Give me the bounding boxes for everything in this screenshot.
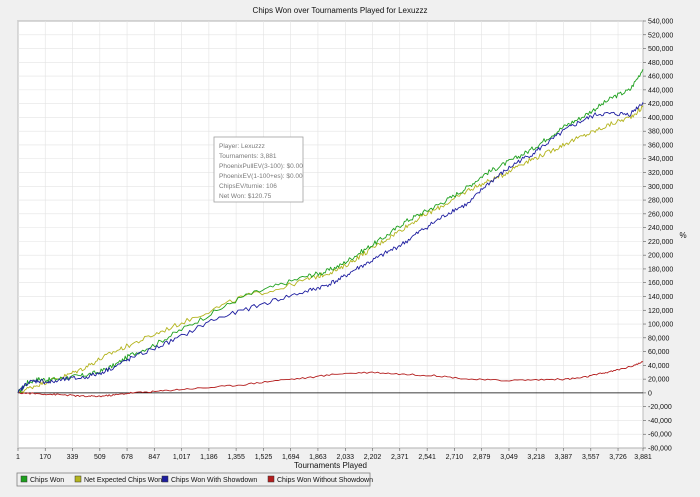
info-phoenixev: PhoenixEV(1-100+es): $0.00 bbox=[219, 173, 303, 180]
info-box-frame bbox=[213, 136, 304, 203]
legend: Chips Won Net Expected Chips Won Chips W… bbox=[16, 472, 373, 487]
x-tick-label: 3,049 bbox=[500, 454, 518, 461]
y-tick-label: 400,000 bbox=[648, 115, 673, 122]
legend-label-chips-won: Chips Won bbox=[30, 477, 64, 484]
y-axis-ticks: -80,000 -60,000 -40,000 -20,000 0 20,000 40,00… bbox=[643, 19, 673, 453]
y-tick-label: -60,000 bbox=[648, 432, 672, 439]
y-tick-label: 220,000 bbox=[648, 239, 673, 246]
y-tick-label: 480,000 bbox=[648, 60, 673, 67]
legend-label-with-showdown: Chips Won With Showdown bbox=[171, 477, 257, 484]
legend-label-without-showdown: Chips Won Without Showdown bbox=[277, 477, 373, 484]
legend-frame bbox=[16, 472, 371, 487]
x-tick-label: 1,863 bbox=[309, 454, 327, 461]
right-axis-unit: % bbox=[679, 231, 686, 240]
x-tick-label: 847 bbox=[148, 454, 160, 461]
x-tick-label: 2,033 bbox=[337, 454, 355, 461]
y-tick-label: 520,000 bbox=[648, 32, 673, 39]
x-tick-label: 339 bbox=[67, 454, 79, 461]
y-tick-label: 540,000 bbox=[648, 19, 673, 26]
x-tick-label: 1,355 bbox=[227, 454, 245, 461]
y-tick-label: 320,000 bbox=[648, 170, 673, 177]
y-tick-label: 140,000 bbox=[648, 294, 673, 301]
y-tick-label: 420,000 bbox=[648, 101, 673, 108]
x-tick-label: 1,694 bbox=[282, 454, 300, 461]
y-tick-label: 260,000 bbox=[648, 211, 673, 218]
y-tick-label: 240,000 bbox=[648, 225, 673, 232]
x-tick-label: 2,879 bbox=[473, 454, 491, 461]
x-tick-label: 1 bbox=[16, 454, 20, 461]
y-tick-label: 80,000 bbox=[648, 335, 670, 342]
x-axis-title: Tournaments Played bbox=[294, 461, 367, 470]
x-tick-label: 1,186 bbox=[200, 454, 218, 461]
y-tick-label: 340,000 bbox=[648, 156, 673, 163]
y-tick-label: 180,000 bbox=[648, 266, 673, 273]
x-tick-label: 1,525 bbox=[255, 454, 273, 461]
x-tick-label: 2,202 bbox=[364, 454, 382, 461]
legend-swatch-without-showdown bbox=[267, 475, 275, 483]
y-tick-label: 460,000 bbox=[648, 74, 673, 81]
x-tick-label: 3,557 bbox=[582, 454, 600, 461]
legend-swatch-net-expected bbox=[74, 475, 82, 483]
x-tick-label: 2,371 bbox=[391, 454, 409, 461]
y-tick-label: -40,000 bbox=[648, 418, 672, 425]
series-line-chips-won bbox=[17, 69, 644, 394]
y-tick-label: -20,000 bbox=[648, 404, 672, 411]
y-tick-label: 60,000 bbox=[648, 349, 670, 356]
x-axis-ticks: 1 170 339 509 678 847 1,017 1,186 1,355 1,525 1,69… bbox=[16, 448, 652, 461]
info-net-won: Net Won: $120.75 bbox=[219, 193, 272, 200]
y-tick-label: 0 bbox=[648, 390, 652, 397]
y-tick-label: 300,000 bbox=[648, 184, 673, 191]
x-tick-label: 2,541 bbox=[418, 454, 436, 461]
x-tick-label: 509 bbox=[94, 454, 106, 461]
x-tick-label: 2,710 bbox=[446, 454, 464, 461]
y-tick-label: 280,000 bbox=[648, 198, 673, 205]
y-tick-label: 200,000 bbox=[648, 253, 673, 260]
x-tick-label: 3,726 bbox=[609, 454, 627, 461]
series-lines bbox=[17, 69, 644, 398]
y-tick-label: 360,000 bbox=[648, 142, 673, 149]
info-player: Player: Lexuzzz bbox=[219, 143, 265, 150]
x-tick-label: 3,387 bbox=[555, 454, 573, 461]
y-tick-label: 440,000 bbox=[648, 87, 673, 94]
y-tick-label: -80,000 bbox=[648, 446, 672, 453]
y-tick-label: 500,000 bbox=[648, 46, 673, 53]
chart-title: Chips Won over Tournaments Played for Le… bbox=[253, 6, 428, 15]
x-tick-label: 3,881 bbox=[634, 454, 652, 461]
info-tournaments: Tournaments: 3,881 bbox=[219, 153, 277, 160]
series-line-chips-won-without-showdown bbox=[17, 361, 644, 398]
legend-swatch-chips-won bbox=[20, 475, 28, 483]
x-tick-label: 170 bbox=[39, 454, 51, 461]
y-tick-label: 100,000 bbox=[648, 322, 673, 329]
y-tick-label: 120,000 bbox=[648, 308, 673, 315]
plot-area bbox=[17, 20, 644, 449]
stats-info-box: Player: Lexuzzz Tournaments: 3,881 Phoen… bbox=[213, 136, 304, 203]
y-tick-label: 20,000 bbox=[648, 377, 670, 384]
legend-swatch-with-showdown bbox=[161, 475, 169, 483]
series-line-chips-won-with-showdown bbox=[17, 102, 644, 394]
x-tick-label: 3,218 bbox=[527, 454, 545, 461]
info-chipsev: ChipsEV/turnie: 106 bbox=[219, 183, 277, 190]
x-tick-label: 1,017 bbox=[173, 454, 191, 461]
info-pullev: PhoenixPullEV(3-100): $0.00 bbox=[219, 163, 303, 170]
legend-label-net-expected: Net Expected Chips Won bbox=[84, 477, 162, 484]
y-tick-label: 160,000 bbox=[648, 280, 673, 287]
y-tick-label: 40,000 bbox=[648, 363, 670, 370]
y-tick-label: 380,000 bbox=[648, 129, 673, 136]
x-tick-label: 678 bbox=[121, 454, 133, 461]
